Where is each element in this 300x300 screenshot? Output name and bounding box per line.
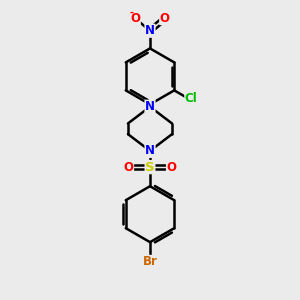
Text: N: N <box>145 144 155 158</box>
Text: O: O <box>124 160 134 174</box>
Text: O: O <box>130 12 140 25</box>
Text: -: - <box>129 8 133 18</box>
Text: N: N <box>145 24 155 37</box>
Text: Br: Br <box>142 255 158 268</box>
Text: O: O <box>167 160 176 174</box>
Text: S: S <box>145 160 155 174</box>
Text: N: N <box>145 100 155 113</box>
Text: O: O <box>160 12 170 25</box>
Text: Cl: Cl <box>185 92 198 105</box>
